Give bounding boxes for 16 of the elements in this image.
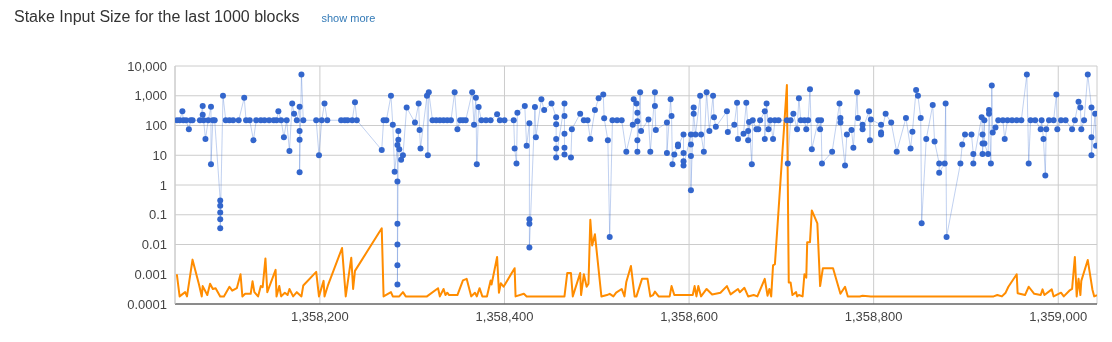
y-tick-label: 0.001	[134, 266, 167, 282]
y-tick-label: 0.0001	[127, 296, 167, 312]
x-tick-label: 1,358,400	[475, 309, 534, 325]
chart-title: Stake Input Size for the last 1000 blocks	[14, 8, 300, 26]
x-tick-label: 1,358,200	[290, 309, 349, 325]
text: show more	[321, 12, 376, 24]
y-tick-label: 100	[145, 118, 167, 134]
y-tick-label: 10,000	[127, 58, 167, 74]
x-tick-label: 1,358,800	[844, 309, 903, 325]
y-tick-label: 1	[159, 177, 167, 193]
y-tick-label: 0.01	[141, 237, 167, 253]
y-tick-label: 10	[152, 147, 167, 163]
y-tick-label: 1,000	[134, 88, 167, 104]
y-tick-label: 0.1	[148, 207, 167, 223]
x-tick-label: 1,358,600	[660, 309, 718, 325]
x-tick-label: 1,359,000	[1029, 309, 1088, 325]
